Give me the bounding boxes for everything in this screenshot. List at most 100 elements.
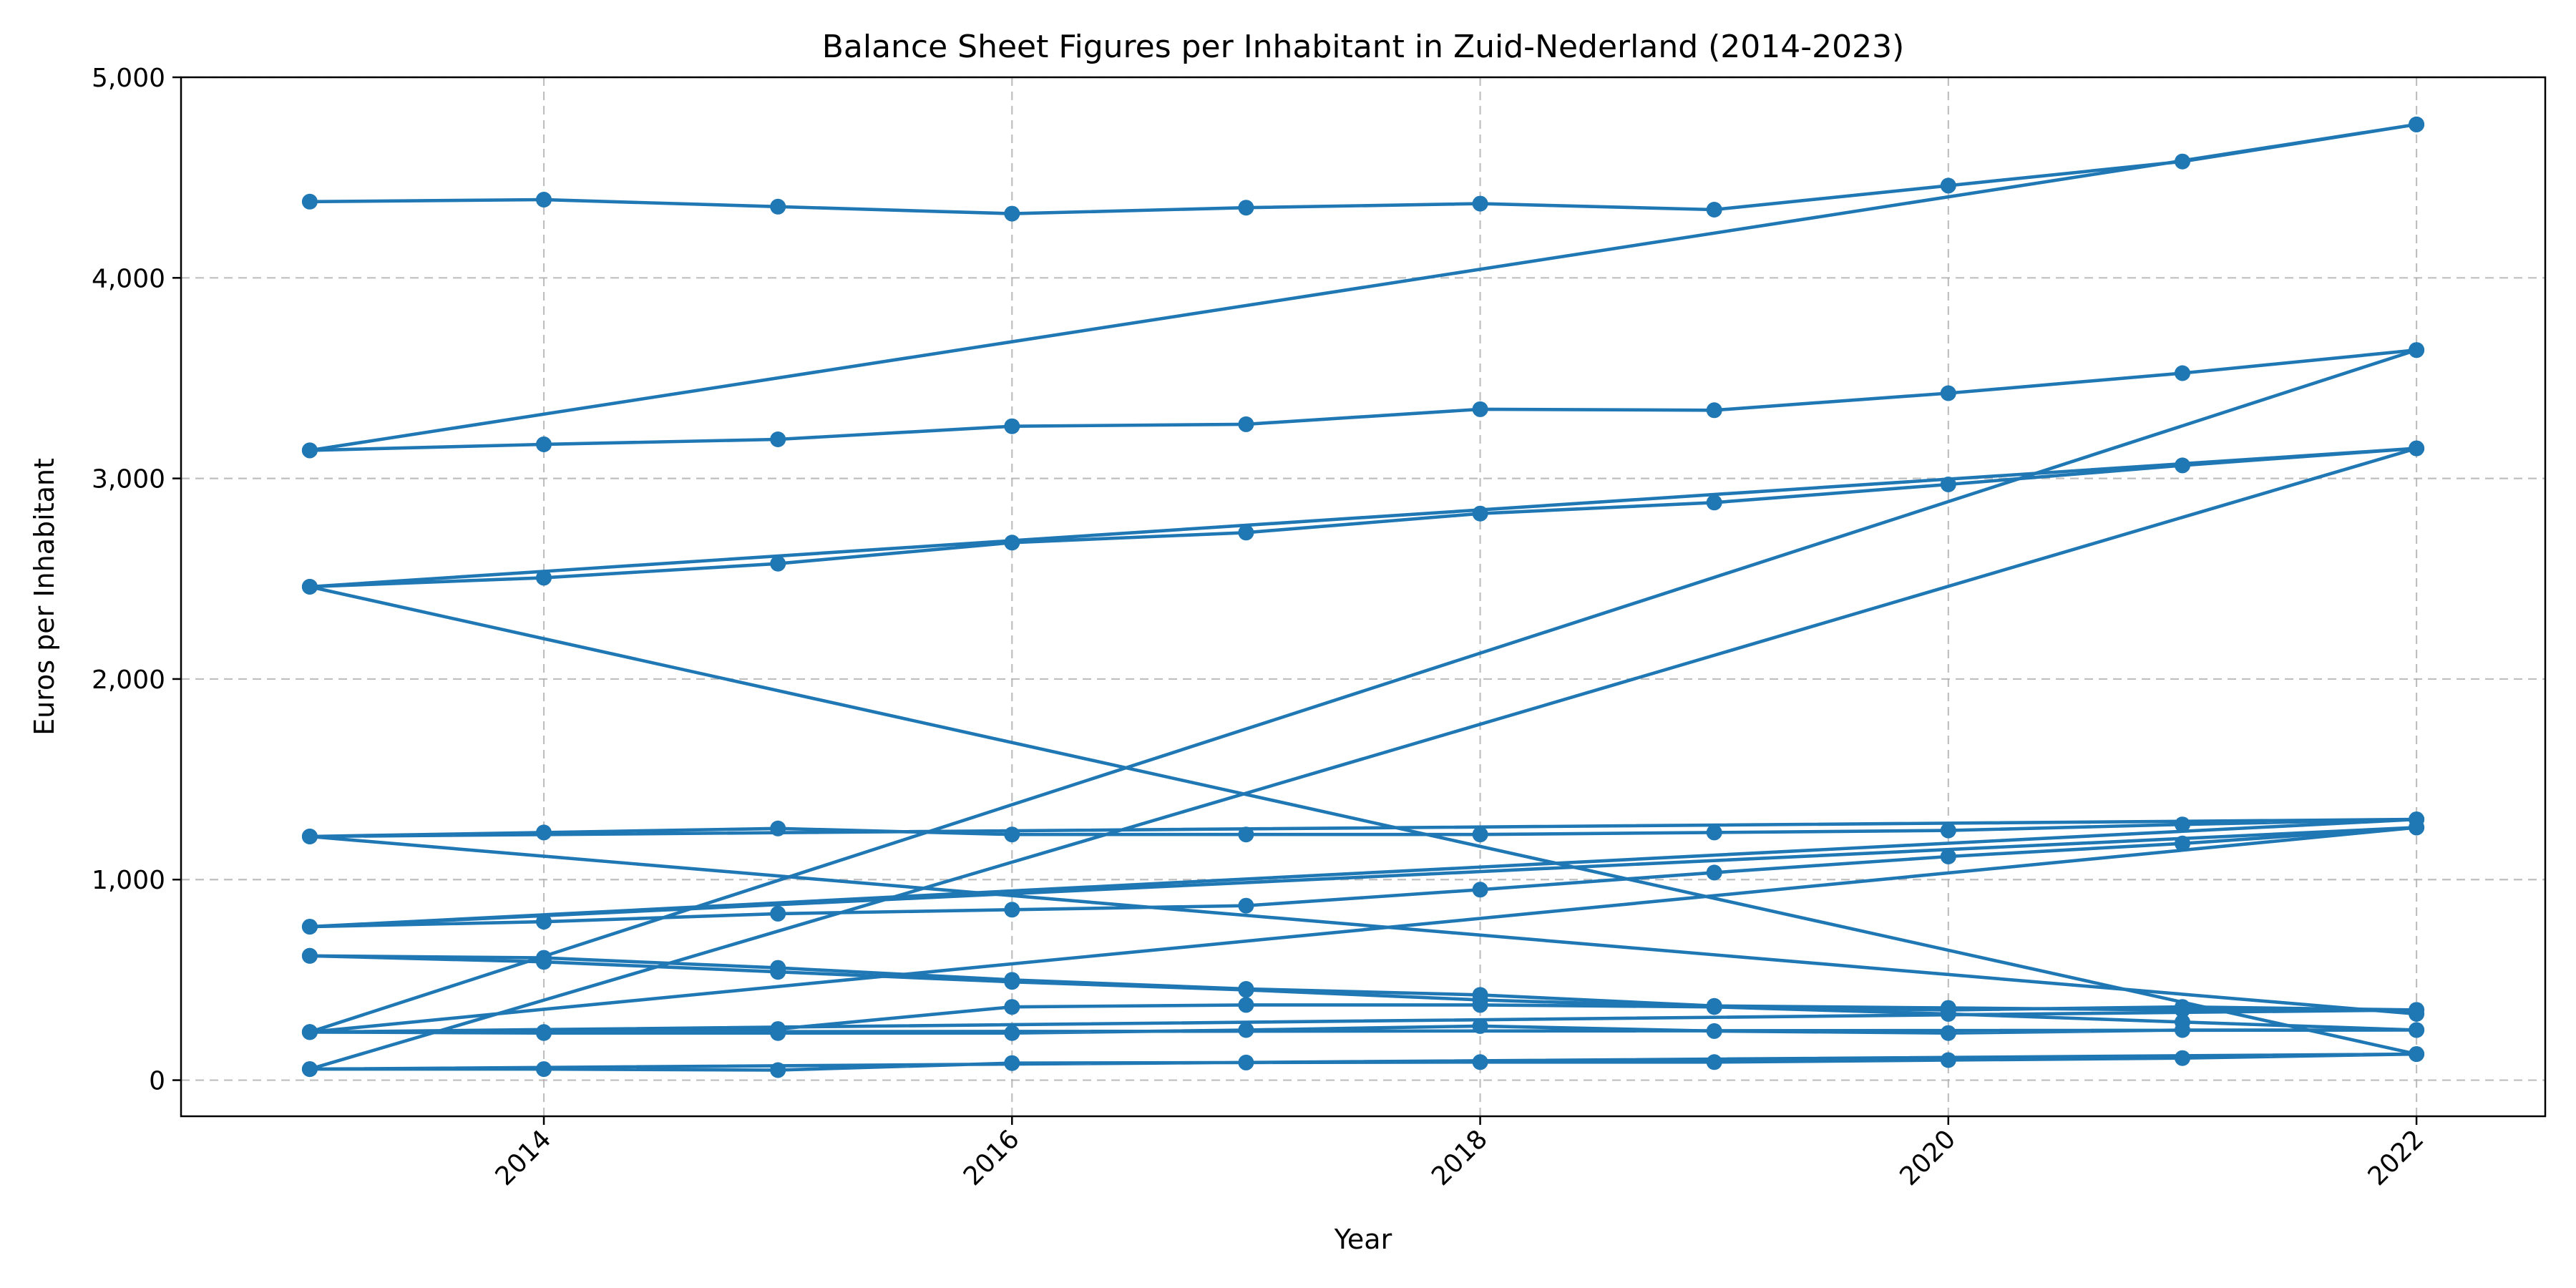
- data-point: [1472, 826, 1488, 843]
- plot-area-frame: [180, 76, 2547, 1118]
- data-point: [1004, 205, 1020, 222]
- series-line: [308, 826, 2419, 1035]
- data-point: [1004, 999, 1020, 1015]
- data-point: [2175, 457, 2190, 474]
- data-point: [1706, 824, 1722, 841]
- data-point: [1004, 535, 1020, 551]
- data-point: [770, 1062, 786, 1078]
- data-point: [770, 431, 786, 447]
- data-point: [1706, 202, 1722, 218]
- data-point: [1940, 385, 1956, 401]
- data-point: [1706, 494, 1722, 511]
- data-point: [1004, 974, 1020, 990]
- data-point: [536, 1061, 552, 1078]
- data-point: [1940, 822, 1956, 839]
- data-point: [1238, 525, 1254, 541]
- data-point: [1238, 1022, 1254, 1038]
- data-point: [1472, 505, 1488, 522]
- series-line: [308, 447, 2419, 1056]
- data-point: [1238, 826, 1254, 843]
- data-point: [2175, 153, 2190, 170]
- data-point: [536, 192, 552, 208]
- series-9: [301, 819, 2425, 1041]
- data-point: [2175, 999, 2190, 1015]
- data-point: [770, 905, 786, 922]
- y-axis: 0 1,000 2,000 3,000 4,000 5,000: [92, 64, 181, 1096]
- data-point: [536, 436, 552, 452]
- data-point: [536, 824, 552, 841]
- series-10: [301, 440, 2425, 1078]
- y-tick-label: 1,000: [92, 866, 165, 895]
- data-point: [770, 820, 786, 836]
- series-1: [301, 116, 2425, 459]
- series-line: [308, 447, 2419, 1072]
- data-point: [1706, 1023, 1722, 1039]
- data-point: [536, 914, 552, 930]
- data-point: [1004, 1025, 1020, 1041]
- data-point: [301, 579, 318, 595]
- data-point: [536, 570, 552, 586]
- series-group: [301, 116, 2425, 1078]
- data-point: [2409, 116, 2425, 132]
- y-tick-label: 0: [149, 1067, 165, 1096]
- series-5: [301, 811, 2425, 935]
- series-4: [301, 811, 2425, 1022]
- data-point: [301, 829, 318, 844]
- data-point: [1940, 849, 1956, 864]
- data-point: [1004, 826, 1020, 843]
- data-point: [2175, 1022, 2190, 1038]
- data-point: [1238, 982, 1254, 998]
- y-tick-label: 4,000: [92, 264, 165, 293]
- data-point: [1472, 1018, 1488, 1034]
- x-axis-label: Year: [1334, 1224, 1392, 1255]
- data-point: [1706, 1054, 1722, 1070]
- data-point: [1472, 195, 1488, 212]
- data-point: [2175, 816, 2190, 833]
- data-point: [1238, 1054, 1254, 1070]
- data-point: [536, 1025, 552, 1041]
- series-line: [308, 817, 2419, 929]
- data-point: [1706, 864, 1722, 881]
- data-point: [770, 1025, 786, 1041]
- data-point: [2409, 1022, 2425, 1038]
- data-point: [1004, 418, 1020, 434]
- data-point: [301, 947, 318, 964]
- series-line: [308, 348, 2419, 1034]
- series-line: [308, 122, 2419, 452]
- data-point: [1238, 897, 1254, 914]
- y-tick-label: 2,000: [92, 665, 165, 695]
- data-point: [1238, 416, 1254, 432]
- data-point: [2409, 819, 2425, 836]
- data-point: [2409, 342, 2425, 358]
- y-tick-label: 3,000: [92, 465, 165, 494]
- chart-title: Balance Sheet Figures per Inhabitant in …: [822, 29, 1905, 65]
- data-point: [301, 193, 318, 210]
- data-point: [301, 1061, 318, 1078]
- y-axis-label: Euros per Inhabitant: [29, 458, 60, 736]
- data-point: [2175, 1050, 2190, 1066]
- data-point: [1238, 200, 1254, 216]
- data-point: [301, 919, 318, 935]
- series-line: [308, 817, 2419, 1016]
- data-point: [301, 1024, 318, 1040]
- data-point: [1472, 997, 1488, 1013]
- y-tick-label: 5,000: [92, 64, 165, 93]
- data-point: [770, 555, 786, 572]
- data-point: [1004, 902, 1020, 918]
- data-point: [2175, 365, 2190, 381]
- data-point: [301, 442, 318, 459]
- data-point: [1940, 177, 1956, 194]
- data-point: [770, 198, 786, 215]
- data-point: [2409, 1002, 2425, 1018]
- data-point: [1238, 997, 1254, 1013]
- series-line: [308, 348, 2419, 452]
- data-point: [1004, 1055, 1020, 1071]
- data-point: [2409, 440, 2425, 457]
- data-point: [1940, 1002, 1956, 1018]
- data-point: [2175, 835, 2190, 852]
- data-point: [770, 964, 786, 980]
- data-point: [2409, 1046, 2425, 1063]
- data-point: [1472, 401, 1488, 417]
